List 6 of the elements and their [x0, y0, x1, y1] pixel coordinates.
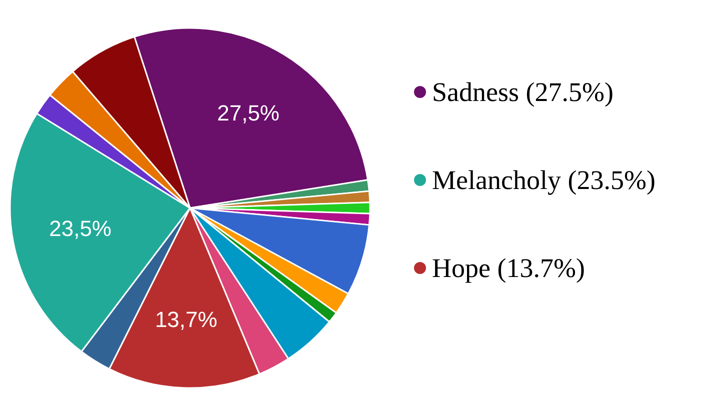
data-label: 13,7% — [154, 307, 218, 332]
legend-label: Hope (13.7%) — [432, 253, 585, 283]
data-label: 23,5% — [49, 216, 112, 242]
data-label: 27,5% — [217, 100, 280, 126]
legend-label: Melancholy (23.5%) — [432, 165, 656, 195]
legend-label: Sadness (27.5%) — [432, 77, 614, 107]
